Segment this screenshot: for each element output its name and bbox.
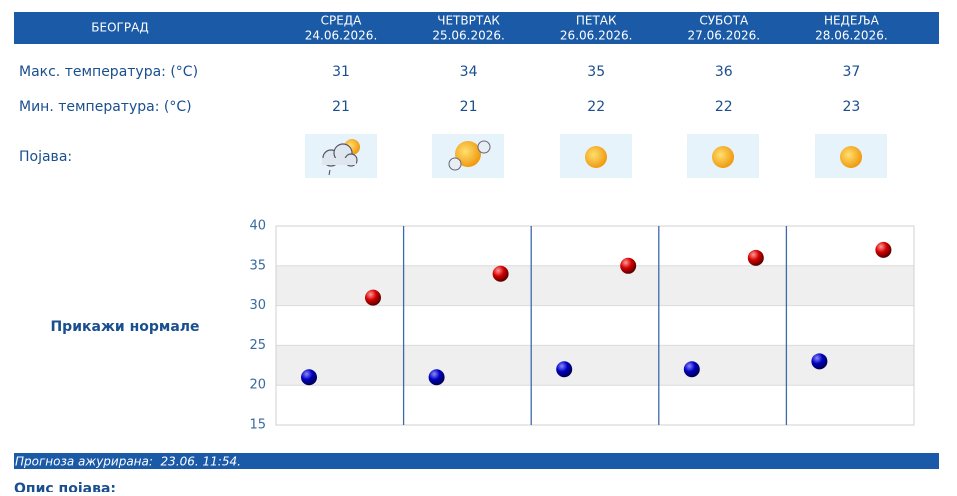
temperature: 23 — [842, 99, 860, 115]
weather-icons — [305, 134, 887, 178]
day-name: НЕДЕЉА — [824, 14, 880, 28]
temperature: 22 — [715, 99, 733, 115]
temperature-dot — [301, 369, 317, 386]
temperature-dot — [428, 369, 445, 386]
day-name: СУБОТА — [699, 14, 749, 28]
temperature: 34 — [460, 64, 478, 80]
row-label: Макс. температура: (°C) — [19, 64, 198, 80]
day-date: 26.06.2026. — [560, 29, 633, 43]
normals-link[interactable]: Прикажи нормале — [50, 319, 199, 335]
y-tick-label: 35 — [249, 258, 266, 273]
description-title: Опис појава: — [14, 481, 116, 492]
plot-frame — [275, 225, 915, 426]
temperature-dot — [683, 361, 700, 378]
row-label: Мин. температура: (°C) — [19, 99, 192, 115]
day-date: 25.06.2026. — [432, 29, 505, 43]
day-name: ПЕТАК — [576, 14, 617, 28]
day-name: СРЕДА — [321, 14, 363, 28]
temperature-dot — [365, 289, 381, 306]
temperature-dot — [747, 249, 764, 266]
city: БЕОГРАД — [91, 21, 148, 35]
temperature: 22 — [587, 99, 605, 115]
temperature-dot — [875, 241, 892, 258]
day-date: 24.06.2026. — [305, 29, 378, 43]
grid-band — [276, 265, 914, 306]
temperature: 35 — [587, 64, 605, 80]
day-name: ЧЕТВРТАК — [437, 14, 500, 28]
day-date: 28.06.2026. — [815, 29, 888, 43]
temperature: 36 — [715, 64, 733, 80]
updated: Прогноза ажурирана: 23.06. 11:54. — [15, 455, 241, 469]
temperature: 31 — [332, 64, 350, 80]
temperature-dot — [556, 361, 573, 378]
header-bar — [14, 12, 939, 44]
footer-bar — [14, 453, 939, 469]
y-tick-label: 40 — [249, 219, 266, 234]
temperature-dot — [811, 353, 828, 370]
temperature-dot — [620, 257, 637, 274]
y-tick-label: 20 — [249, 378, 266, 393]
row-label: Појава: — [19, 149, 72, 165]
temperature-dot — [492, 265, 509, 282]
temperature: 21 — [460, 99, 478, 115]
day-date: 27.06.2026. — [688, 29, 761, 43]
y-tick-label: 15 — [249, 418, 266, 433]
temperature: 21 — [332, 99, 350, 115]
y-tick-label: 30 — [249, 298, 266, 313]
temperature: 37 — [842, 64, 860, 80]
y-tick-label: 25 — [249, 338, 266, 353]
grid-band — [276, 345, 914, 386]
